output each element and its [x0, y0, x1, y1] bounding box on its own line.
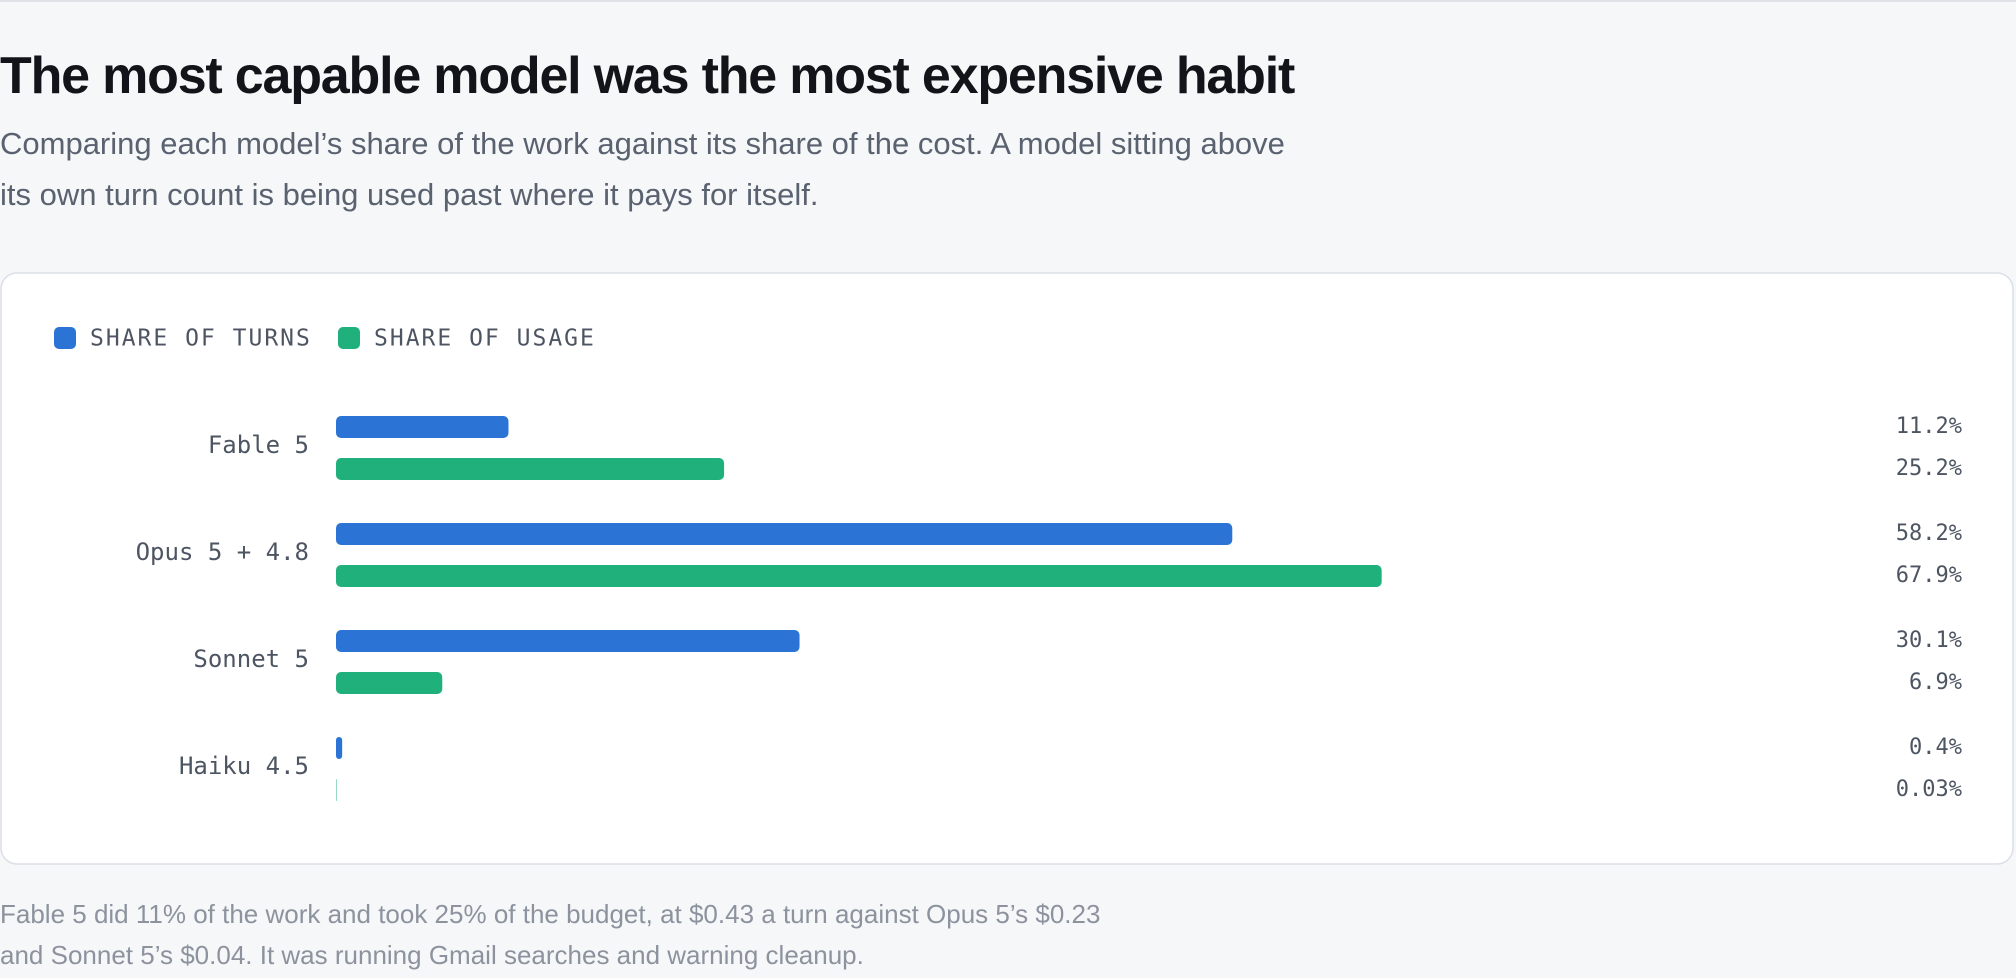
top-border [0, 0, 2016, 2]
bar [336, 523, 1233, 545]
category-label: Fable 5 [208, 431, 309, 459]
legend-swatch [338, 327, 360, 349]
subtitle: Comparing each model’s share of the work… [0, 126, 1285, 212]
value-label: 25.2% [1896, 456, 1962, 481]
value-label: 67.9% [1896, 563, 1962, 588]
bar [336, 416, 509, 438]
value-label: 58.2% [1896, 521, 1962, 546]
value-label: 0.4% [1909, 735, 1962, 760]
bar [336, 672, 443, 694]
bar [336, 630, 800, 652]
value-label: 6.9% [1909, 670, 1962, 695]
category-label: Sonnet 5 [193, 645, 309, 673]
bar [336, 737, 343, 759]
value-label: 0.03% [1896, 777, 1962, 802]
legend-swatch [54, 327, 76, 349]
bar [336, 565, 1382, 587]
value-label: 30.1% [1896, 628, 1962, 653]
category-label: Haiku 4.5 [179, 752, 309, 780]
category-label: Opus 5 + 4.8 [136, 538, 309, 566]
footnote: Fable 5 did 11% of the work and took 25%… [0, 899, 1101, 970]
bar [336, 458, 725, 480]
legend-label: SHARE OF USAGE [374, 326, 596, 352]
title: The most capable model was the most expe… [0, 47, 1295, 105]
legend-label: SHARE OF TURNS [90, 326, 312, 352]
value-label: 11.2% [1896, 414, 1962, 439]
